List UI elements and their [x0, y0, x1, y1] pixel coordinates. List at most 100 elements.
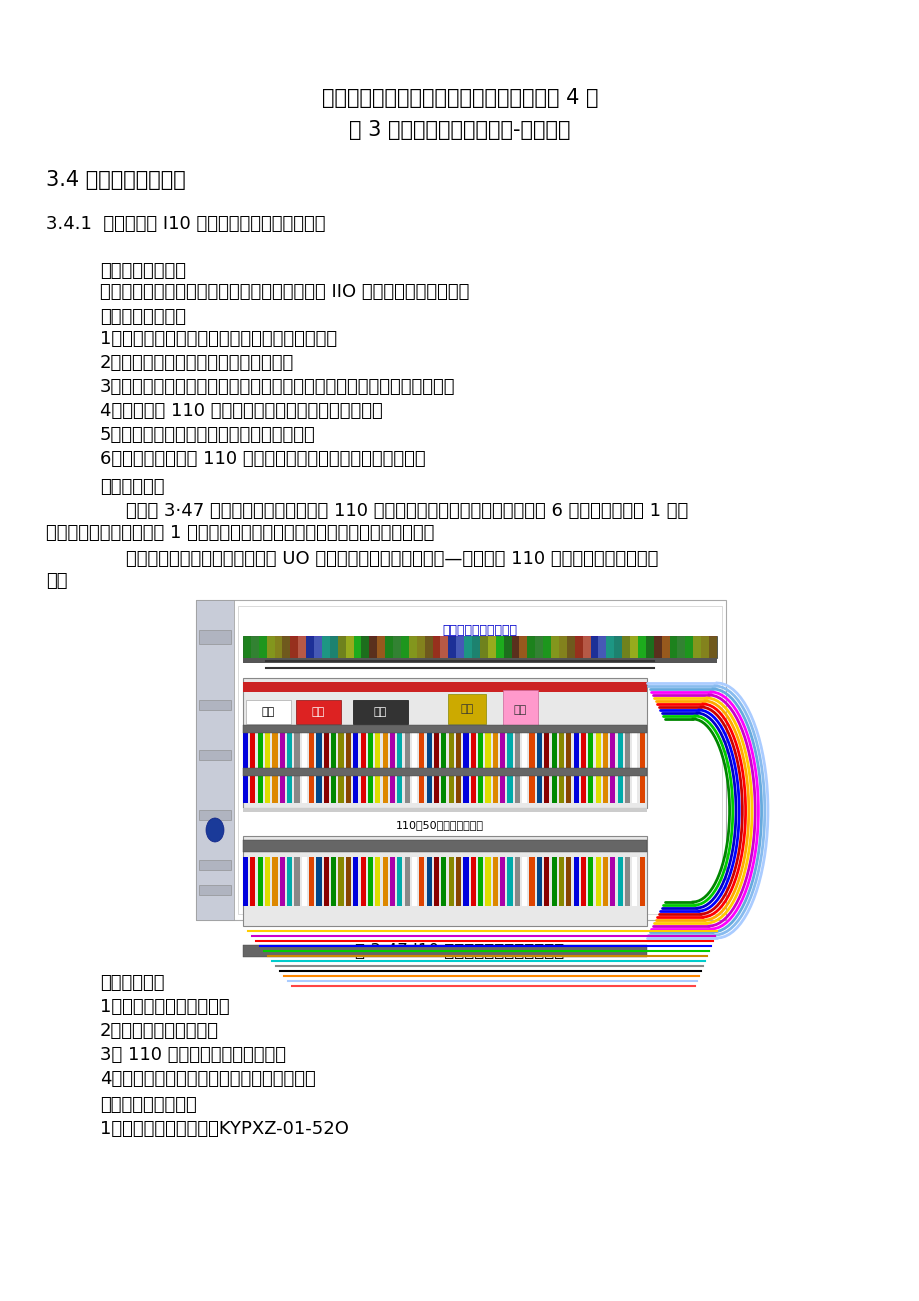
Bar — [639, 729, 644, 803]
Bar — [637, 636, 645, 658]
Bar — [598, 636, 606, 658]
Bar — [543, 857, 549, 905]
Bar — [511, 636, 519, 658]
Bar — [404, 729, 409, 803]
Text: 粉谱: 粉谱 — [514, 705, 527, 716]
Bar — [419, 729, 424, 803]
Bar — [580, 729, 585, 803]
Text: 1）实训器材：，型号：KYPXZ-01-52O: 1）实训器材：，型号：KYPXZ-01-52O — [100, 1120, 348, 1138]
Bar — [375, 857, 380, 905]
Text: 按照图 3·47 基本链路路由所示，进行 110 型通信跳线架模块的端接，可以包括 6 根双绞线端接或 1 根大: 按照图 3·47 基本链路路由所示，进行 110 型通信跳线架模块的端接，可以包… — [126, 502, 687, 520]
Bar — [369, 636, 377, 658]
Bar — [257, 729, 263, 803]
Bar — [456, 857, 460, 905]
Text: 西元网络压接线实验仪: 西元网络压接线实验仪 — [442, 624, 517, 637]
Bar — [471, 729, 475, 803]
Bar — [580, 857, 585, 905]
Bar — [434, 857, 438, 905]
Bar — [448, 729, 453, 803]
Bar — [309, 729, 314, 803]
Bar — [306, 636, 313, 658]
Bar — [397, 857, 402, 905]
Bar — [434, 729, 438, 803]
Text: 实训基本操作路由为：仪器面板 UO 型通信跳线架模块（上排）—仪器面板 110 型通信跳线架模块（下: 实训基本操作路由为：仪器面板 UO 型通信跳线架模块（上排）—仪器面板 110 … — [126, 550, 658, 569]
Bar — [250, 729, 255, 803]
Text: 2）语音模块端接正确；: 2）语音模块端接正确； — [100, 1023, 219, 1039]
Bar — [515, 729, 519, 803]
Bar — [272, 729, 278, 803]
Text: 3） 110 型通信跳线架安装正确；: 3） 110 型通信跳线架安装正确； — [100, 1046, 286, 1064]
Bar — [243, 768, 646, 775]
Bar — [196, 600, 233, 920]
Text: 4）熟练掌握 110 型通信跳线架端接技术和关键技能；: 4）熟练掌握 110 型通信跳线架端接技术和关键技能； — [100, 402, 382, 420]
Bar — [609, 857, 615, 905]
Text: 4）链路序列正确，对应的指示灯顺序闪烁。: 4）链路序列正确，对应的指示灯顺序闪烁。 — [100, 1069, 315, 1088]
Bar — [199, 811, 231, 820]
Bar — [360, 857, 365, 905]
Bar — [493, 857, 497, 905]
Bar — [382, 729, 387, 803]
Bar — [515, 857, 519, 905]
Bar — [390, 729, 394, 803]
Bar — [385, 636, 392, 658]
Bar — [565, 729, 571, 803]
Bar — [238, 606, 721, 915]
Bar — [346, 857, 350, 905]
Bar — [448, 857, 453, 905]
Bar — [323, 857, 329, 905]
Bar — [296, 700, 341, 723]
Bar — [661, 636, 669, 658]
Bar — [361, 636, 369, 658]
Bar — [471, 636, 480, 658]
Bar — [693, 636, 700, 658]
Bar — [301, 729, 307, 803]
Bar — [412, 857, 416, 905]
Bar — [487, 636, 495, 658]
Bar — [426, 857, 431, 905]
Bar — [338, 857, 344, 905]
Bar — [313, 636, 322, 658]
Bar — [550, 636, 559, 658]
Text: 红谱: 红谱 — [312, 706, 324, 717]
Text: 1）大对数电缆分线正确；: 1）大对数电缆分线正确； — [100, 998, 230, 1016]
Bar — [587, 729, 593, 803]
Bar — [368, 729, 372, 803]
Bar — [412, 729, 416, 803]
Bar — [676, 636, 685, 658]
Bar — [243, 636, 716, 658]
Bar — [602, 857, 607, 905]
Bar — [301, 857, 307, 905]
Bar — [419, 857, 424, 905]
Bar — [522, 857, 527, 905]
Bar — [199, 885, 231, 895]
Bar — [709, 636, 716, 658]
Bar — [265, 729, 270, 803]
Bar — [478, 729, 482, 803]
Bar — [279, 857, 285, 905]
Bar — [265, 857, 270, 905]
Bar — [322, 636, 330, 658]
Bar — [631, 857, 637, 905]
Text: 1）熟练掌握大对数电缆的剪皮方法和剪皮长度；: 1）熟练掌握大对数电缆的剪皮方法和剪皮长度； — [100, 330, 336, 347]
Bar — [243, 658, 716, 664]
Bar — [390, 857, 394, 905]
Bar — [493, 729, 497, 803]
Bar — [536, 857, 541, 905]
Bar — [279, 729, 285, 803]
Bar — [558, 857, 563, 905]
Bar — [316, 857, 322, 905]
Bar — [503, 690, 538, 730]
Bar — [685, 636, 693, 658]
Bar — [272, 857, 278, 905]
Bar — [527, 636, 535, 658]
Bar — [330, 636, 337, 658]
Bar — [624, 857, 630, 905]
Text: 【典型工作任务】: 【典型工作任务】 — [100, 262, 186, 280]
Bar — [507, 857, 512, 905]
Bar — [346, 729, 350, 803]
Text: 图 3-47 I10 型通信跳线架模块端接路由: 图 3-47 I10 型通信跳线架模块端接路由 — [355, 942, 564, 960]
Bar — [550, 857, 556, 905]
Bar — [199, 860, 231, 870]
Bar — [375, 729, 380, 803]
Bar — [337, 636, 346, 658]
